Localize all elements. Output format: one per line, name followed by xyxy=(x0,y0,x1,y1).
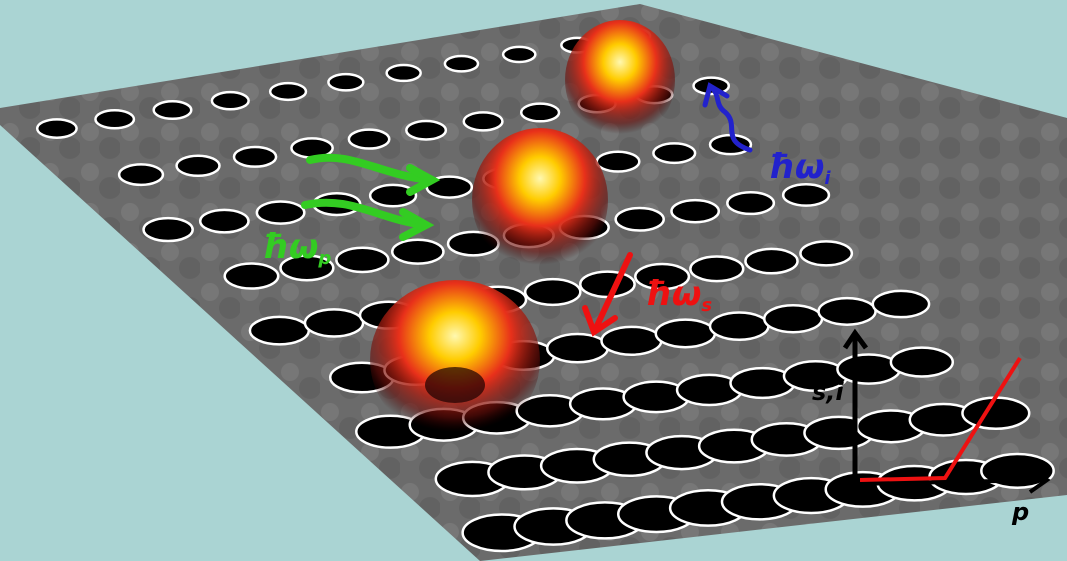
hole xyxy=(708,311,770,341)
hole xyxy=(595,150,641,173)
arrows xyxy=(301,82,753,337)
label-sub: s xyxy=(701,295,712,316)
hole xyxy=(390,238,445,265)
pump-arrowhead xyxy=(406,164,441,196)
y-axis xyxy=(842,328,869,485)
y-axis-label: s,i xyxy=(812,378,844,406)
label-base: ħω xyxy=(768,147,824,187)
hole xyxy=(198,208,250,234)
inset-plot: s,i p xyxy=(812,328,1051,526)
hole xyxy=(670,198,721,224)
hole xyxy=(689,255,745,283)
signal-arrowhead xyxy=(582,305,618,337)
hole xyxy=(817,296,877,326)
label-base: ħω xyxy=(645,274,701,314)
hole xyxy=(279,254,335,282)
label-base: ħω xyxy=(262,227,318,267)
hole xyxy=(268,81,308,102)
hole xyxy=(335,246,390,274)
hole xyxy=(443,54,480,73)
hole xyxy=(405,119,448,141)
hole xyxy=(175,154,221,178)
hole xyxy=(519,102,561,123)
cone xyxy=(370,280,540,440)
label-sub: p xyxy=(317,248,331,269)
idler-label: ħωi xyxy=(768,147,831,189)
signal-label: ħωs xyxy=(645,274,712,316)
hole xyxy=(523,277,582,307)
hole xyxy=(726,190,776,216)
hole xyxy=(652,142,697,165)
hole xyxy=(255,200,306,225)
hole xyxy=(781,183,831,207)
hole xyxy=(347,128,391,150)
hole xyxy=(501,45,537,64)
hole xyxy=(708,133,753,156)
hole xyxy=(871,289,931,319)
hole xyxy=(35,118,78,139)
cone-hole xyxy=(425,367,485,403)
pump-label: ħωp xyxy=(262,227,331,269)
hole xyxy=(303,308,365,338)
emission-cones xyxy=(370,20,675,440)
hole xyxy=(94,109,136,130)
threshold-curve xyxy=(859,356,1022,482)
hole xyxy=(600,325,663,356)
hole xyxy=(368,183,418,208)
hole xyxy=(232,145,278,168)
hole xyxy=(579,270,636,299)
hole xyxy=(889,346,955,378)
hole xyxy=(385,63,422,83)
hole xyxy=(327,72,365,92)
pump-arrow xyxy=(301,198,429,229)
hole xyxy=(654,318,717,349)
cone xyxy=(472,128,608,272)
hole xyxy=(546,332,610,364)
idler-arrowhead xyxy=(702,82,730,108)
hole xyxy=(961,396,1031,430)
hole xyxy=(614,206,665,232)
pump-arrow xyxy=(306,153,434,184)
signal-arrow xyxy=(592,252,633,333)
label-sub: i xyxy=(824,168,831,189)
hole xyxy=(117,163,165,187)
idler-arrow xyxy=(709,85,753,153)
x-axis xyxy=(851,468,1051,494)
hole xyxy=(142,216,194,243)
hole xyxy=(799,240,854,267)
hole xyxy=(763,304,824,334)
hole xyxy=(223,262,280,290)
hole xyxy=(210,90,250,111)
hole xyxy=(248,315,311,346)
hole xyxy=(634,262,691,291)
pump-arrowhead xyxy=(399,208,435,241)
hole xyxy=(744,247,799,275)
hole xyxy=(152,99,193,121)
cone xyxy=(565,20,675,140)
hole xyxy=(462,111,504,132)
x-axis-label: p xyxy=(1011,498,1029,526)
